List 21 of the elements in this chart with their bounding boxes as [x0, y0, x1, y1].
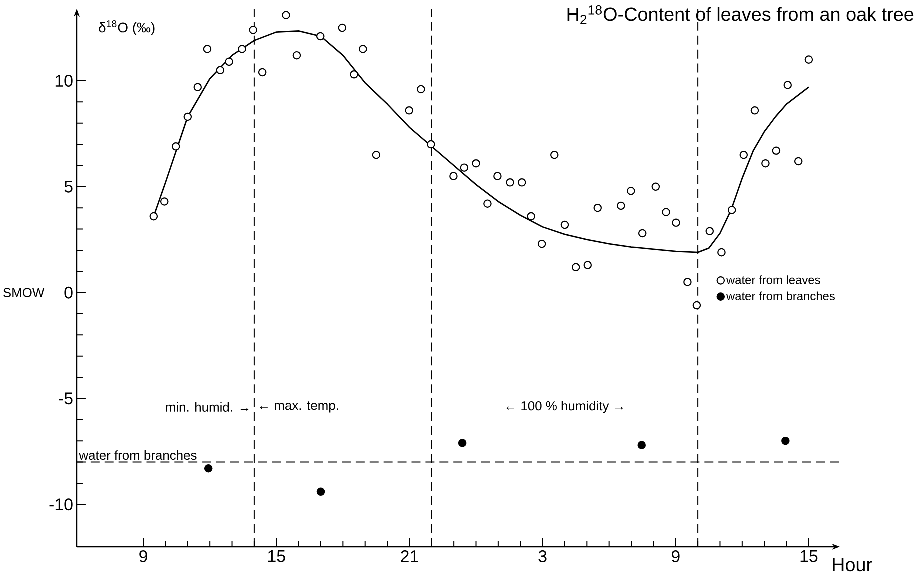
text: SMOW — [4, 288, 45, 298]
x-tick-label: 3 — [538, 550, 547, 563]
x-axis-title: Hour — [833, 558, 872, 572]
x-tick-label: 21 — [401, 550, 418, 562]
x-tick-label: 15 — [800, 550, 818, 562]
y-tick-label: 0 — [64, 286, 73, 299]
y-tick-label: 10 — [56, 75, 73, 87]
annotation: ← max. temp. — [260, 402, 338, 413]
ref-line-label: water from branches — [79, 450, 197, 460]
annotation: ← 100 % humidity → — [506, 401, 624, 414]
legend-label: water from leaves — [726, 276, 820, 284]
legend-label: water from branches — [726, 292, 835, 301]
y-axis-title: δ$^{18}$O (‰) — [99, 20, 155, 36]
x-tick-label: 15 — [268, 550, 286, 562]
chart-title: H$_{2}$$^{18}$O-Content of leaves from an oak tree — [568, 6, 914, 24]
y-tick-label: 5 — [64, 180, 73, 193]
y-tick-label: -10 — [50, 498, 73, 511]
y-tick-label: -5 — [59, 392, 73, 405]
x-tick-label: 9 — [672, 550, 680, 563]
x-tick-label: 9 — [140, 550, 148, 563]
annotation: min. humid. → — [166, 402, 249, 412]
